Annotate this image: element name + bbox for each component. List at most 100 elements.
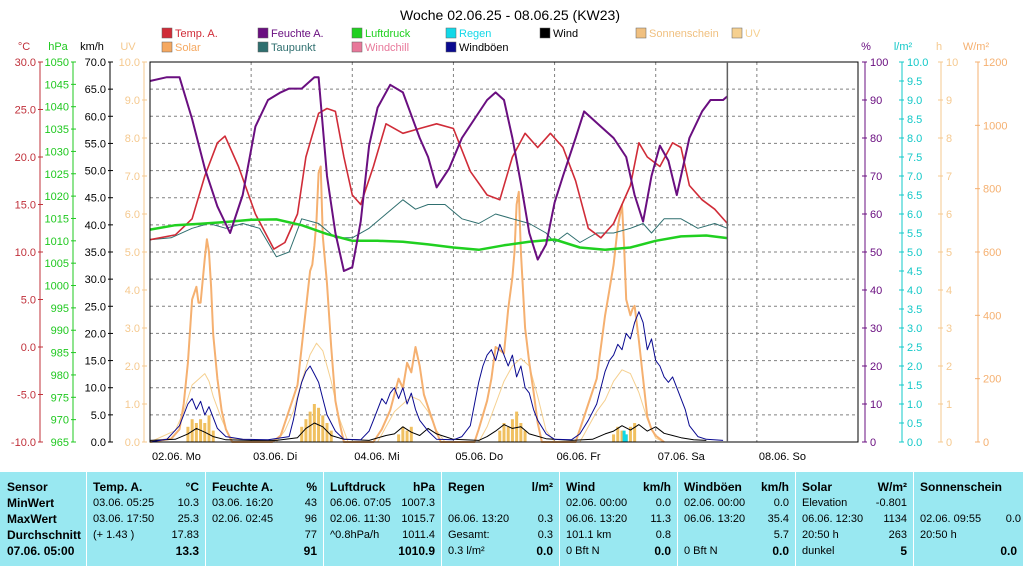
rain-tick-label: 0.0 bbox=[907, 437, 922, 449]
sunshine-bar bbox=[515, 411, 519, 442]
humidity-avg-value: 77 bbox=[304, 529, 317, 541]
temp-tick-label: 0.0 bbox=[21, 342, 36, 354]
sunshine-max-value: 0.0 bbox=[1005, 513, 1021, 525]
rain-tick-label: 6.0 bbox=[907, 209, 922, 221]
solar-tick-label: 200 bbox=[983, 374, 1001, 386]
rain-tick-label: 8.0 bbox=[907, 133, 922, 145]
day-label: 04.06. Mi bbox=[354, 451, 399, 463]
sunshine-bar bbox=[325, 423, 329, 442]
pressure-max-value: 1015.7 bbox=[401, 513, 435, 525]
temp-max-value: 25.3 bbox=[177, 513, 199, 525]
humidity-unit: % bbox=[306, 480, 317, 494]
rain-tick-label: 4.0 bbox=[907, 285, 922, 297]
temp-current-value: 13.3 bbox=[175, 544, 199, 558]
day-label: 05.06. Do bbox=[455, 451, 503, 463]
sunshine-bar bbox=[506, 426, 510, 442]
legend-swatch bbox=[445, 41, 457, 53]
humidity-min-value: 43 bbox=[304, 497, 317, 509]
sunshine-head: Sonnenschein bbox=[920, 480, 1003, 494]
uv-tick-label: 10.0 bbox=[119, 57, 140, 69]
chart-legend: Temp. A. Feuchte A. Luftdruck Regen Wind Sonn… bbox=[161, 27, 761, 54]
uv-axis-unit: UV bbox=[120, 41, 136, 53]
series-taupunkt-line bbox=[149, 199, 728, 258]
wind-tick-label: 25.0 bbox=[85, 301, 106, 313]
day-label: 03.06. Di bbox=[253, 451, 297, 463]
sunshine-bar bbox=[329, 430, 333, 442]
sunhours-tick-label: 9 bbox=[946, 95, 952, 107]
pressure-unit: hPa bbox=[412, 480, 435, 494]
solar-max-time: 06.06. 12:30 bbox=[802, 513, 864, 525]
temp-tick-label: 25.0 bbox=[15, 105, 36, 117]
legend-label: Windböen bbox=[459, 42, 509, 54]
panel-solar: Solar W/m² Elevation -0.801 06.06. 12:30 11… bbox=[796, 472, 914, 566]
sunshine-bar bbox=[409, 426, 413, 442]
series-uv-line bbox=[149, 342, 665, 443]
series-wind-line bbox=[149, 422, 707, 441]
pressure-trend: ^0.8hPa/h bbox=[330, 529, 380, 541]
chart-grid bbox=[150, 61, 858, 443]
sunshine-bar bbox=[616, 426, 620, 442]
panel-rain: Regen l/m² 06.06. 13:20 0.3 Gesamt: 0.3 0.3… bbox=[442, 472, 560, 566]
wind-avg-value: 0.8 bbox=[655, 529, 671, 541]
sunshine-bar bbox=[519, 423, 523, 442]
pressure-tick-label: 970 bbox=[51, 415, 69, 427]
pressure-tick-label: 1045 bbox=[45, 79, 69, 91]
wind-min-value: 0.0 bbox=[655, 497, 671, 509]
wind-tick-label: 50.0 bbox=[85, 166, 106, 178]
pressure-tick-label: 985 bbox=[51, 348, 69, 360]
chart-axes: °C30.025.020.015.010.05.00.0-5.0-10.0hPa… bbox=[11, 41, 1008, 463]
wind-tick-label: 10.0 bbox=[85, 383, 106, 395]
gust-max-value: 35.4 bbox=[767, 513, 789, 525]
gust-avg-value: 5.7 bbox=[773, 529, 789, 541]
humidity-head: Feuchte A. bbox=[212, 480, 273, 494]
sensor-current-time: 07.06. 05:00 bbox=[7, 544, 75, 558]
wind-min-time: 02.06. 00:00 bbox=[566, 497, 628, 509]
rain-tick-label: 10.0 bbox=[907, 57, 928, 69]
rain-tick-label: 7.0 bbox=[907, 171, 922, 183]
gust-max-time: 06.06. 13:20 bbox=[684, 513, 746, 525]
humidity-tick-label: 40 bbox=[870, 285, 882, 297]
legend-swatch bbox=[351, 41, 363, 53]
wind-axis-unit: km/h bbox=[80, 41, 104, 53]
pressure-tick-label: 1025 bbox=[45, 169, 69, 181]
solar-tick-label: 800 bbox=[983, 184, 1001, 196]
series-temp-a-line bbox=[149, 107, 728, 250]
rain-bar bbox=[622, 430, 626, 442]
weather-chart: Woche 02.06.25 - 08.06.25 (KW23) Temp. A… bbox=[11, 7, 1008, 463]
temp-tick-label: -10.0 bbox=[11, 437, 36, 449]
legend-swatch bbox=[161, 41, 173, 53]
chart-title: Woche 02.06.25 - 08.06.25 (KW23) bbox=[400, 7, 620, 23]
sensor-row-min: MinWert bbox=[7, 496, 55, 510]
temp-tick-label: 10.0 bbox=[15, 247, 36, 259]
solar-max-value: 1134 bbox=[883, 513, 907, 525]
rain-tick-label: 9.5 bbox=[907, 76, 922, 88]
rain-rate: 0.3 l/m² bbox=[448, 545, 485, 557]
day-label: 02.06. Mo bbox=[152, 451, 201, 463]
chart-frame bbox=[149, 61, 859, 443]
temp-tick-label: 5.0 bbox=[21, 295, 36, 307]
sunshine-max-time: 02.06. 09:55 bbox=[920, 513, 982, 525]
temp-unit: °C bbox=[185, 480, 199, 494]
temp-min-time: 03.06. 05:25 bbox=[93, 497, 155, 509]
humidity-tick-label: 90 bbox=[870, 95, 882, 107]
sunshine-bar bbox=[510, 419, 514, 442]
day-label: 06.06. Fr bbox=[557, 451, 601, 463]
sunshine-bar bbox=[304, 419, 308, 442]
legend-label: UV bbox=[745, 28, 761, 40]
rain-tick-label: 5.5 bbox=[907, 228, 922, 240]
solar-current-value: 5 bbox=[900, 544, 907, 558]
pressure-min-value: 1007.3 bbox=[401, 497, 435, 509]
panel-temp: Temp. A. °C 03.06. 05:25 10.3 03.06. 17:50… bbox=[87, 472, 206, 566]
rain-total-value: 0.3 bbox=[537, 529, 553, 541]
rain-total-label: Gesamt: bbox=[448, 529, 490, 541]
sunshine-bar bbox=[628, 426, 632, 442]
panel-pressure: Luftdruck hPa 06.06. 07:05 1007.3 02.06. 1… bbox=[324, 472, 442, 566]
wind-tick-label: 5.0 bbox=[91, 410, 106, 422]
pressure-tick-label: 1005 bbox=[45, 258, 69, 270]
panel-sensor: Sensor MinWert MaxWert Durchschnitt 07.0… bbox=[0, 472, 87, 566]
sunshine-bar bbox=[620, 430, 624, 442]
pressure-head: Luftdruck bbox=[330, 480, 386, 494]
humidity-min-time: 03.06. 16:20 bbox=[212, 497, 274, 509]
humidity-tick-label: 0 bbox=[870, 437, 876, 449]
legend-label: Temp. A. bbox=[175, 28, 218, 40]
